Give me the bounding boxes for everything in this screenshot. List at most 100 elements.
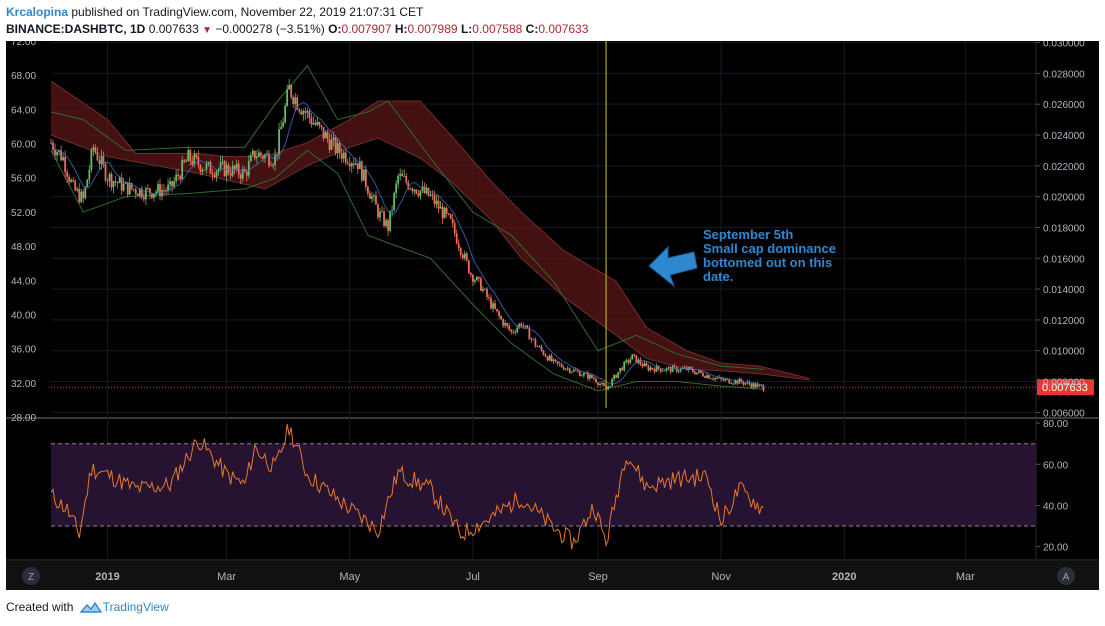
candle [177,168,180,181]
candle-body [714,377,716,380]
candle-body [142,197,145,200]
candle [556,360,559,366]
bollinger-lower-line [50,149,764,392]
candle [350,161,353,173]
candle-body [710,378,712,380]
candle-body [104,164,107,181]
candle-body [74,181,77,191]
author-name[interactable]: Krcalopina [6,5,69,19]
candle [187,146,190,162]
candle [542,349,545,356]
candle-body [387,220,389,231]
candle-body [546,356,549,361]
candle [589,373,591,381]
candle [696,372,698,375]
left-arrow-shape [648,245,698,288]
candle-body [88,169,91,180]
price-change: −0.000278 (−3.51%) [215,22,325,36]
left-axis-label: 72.00 [11,41,36,48]
candle-body [593,377,595,379]
candle [639,357,642,367]
candle [330,134,333,151]
open-label: O: [328,22,342,36]
low-value: 0.007588 [472,22,523,36]
candle-body [691,368,694,372]
candle-body [371,196,373,199]
candle [268,150,270,169]
last-price-badge [1037,379,1094,396]
candle-body [334,137,337,153]
candle-body [465,253,468,261]
candle-body [350,163,353,167]
candle-body [514,332,517,333]
candle [209,159,212,174]
candle [453,220,456,238]
candle-body [518,323,521,328]
candle [415,189,418,195]
candle [86,178,89,188]
candle [260,151,262,159]
candle-body [633,354,636,356]
rsi-axis-label: 60.00 [1043,460,1068,471]
candle-body [82,191,85,199]
candle-body [136,193,139,196]
candle [173,176,176,189]
candle [292,95,295,108]
candle-body [177,174,180,177]
candle-body [643,363,646,367]
candle-body [708,375,710,379]
candle [449,213,452,220]
candle [146,184,149,191]
candle [714,377,716,382]
candle-body [552,359,555,362]
open-value: 0.007907 [341,22,392,36]
candle [558,361,561,367]
candle [451,213,454,228]
tradingview-brand[interactable]: TradingView [102,600,169,614]
candle-body [175,174,178,182]
candle [417,189,420,198]
candle [112,180,115,194]
candle-body [149,188,151,194]
right-axis-label: 0.010000 [1043,347,1085,358]
candle [233,164,236,175]
chart-area[interactable]: 0.007633 September 5th Small cap dominance… [6,41,1099,590]
annotation-line-3: bottomed out on this [703,255,832,270]
time-axis-label: Mar [217,571,236,583]
candle [66,168,69,184]
candle-body [506,322,509,326]
candle [409,187,412,190]
candle-body [528,328,531,340]
candle [597,381,599,388]
candle [60,145,62,162]
candle-body [437,200,440,209]
high-value: 0.007989 [407,22,458,36]
candle-body [564,368,567,370]
candle [494,299,496,310]
candle-body [726,378,729,380]
zoom-badge[interactable]: Z [22,567,40,585]
candle [253,150,256,161]
candle-body [558,363,561,365]
candle [651,367,654,371]
candle-body [54,149,56,156]
candle-body [330,139,333,150]
candle-body [322,127,325,139]
candle [274,148,276,171]
candle-body [389,210,391,231]
candle [144,186,147,205]
candle [239,172,242,185]
candle-body [393,192,396,210]
candle [631,354,634,360]
candle [635,355,638,364]
candle [120,172,123,195]
candle [262,153,264,163]
candle-body [661,370,664,372]
rsi-axis-label: 20.00 [1043,543,1068,554]
right-axis-label: 0.016000 [1043,254,1085,265]
candle [183,158,186,164]
auto-scale-badge[interactable]: A [1057,567,1075,585]
candle [702,370,704,377]
right-axis-label: 0.018000 [1043,223,1085,234]
